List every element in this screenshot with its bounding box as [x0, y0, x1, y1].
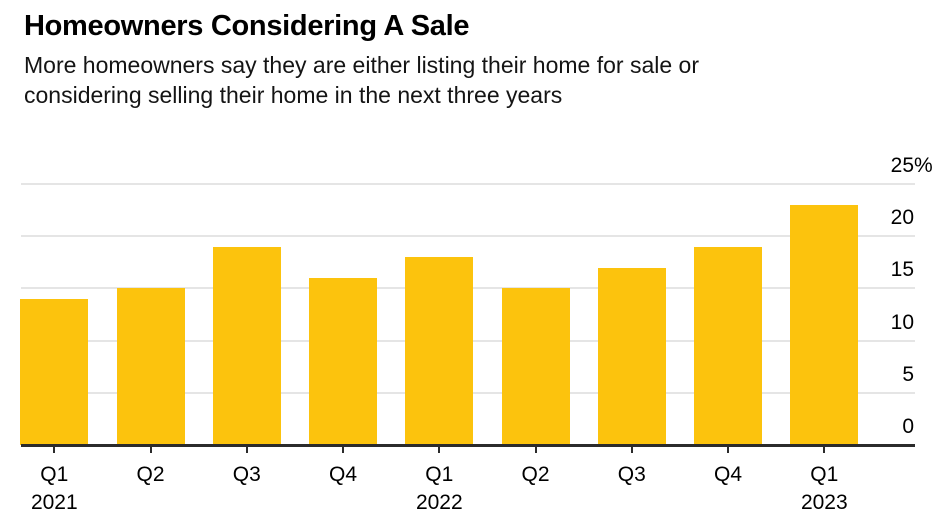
bar — [116, 288, 185, 445]
y-axis-tick-label: 5 — [902, 362, 914, 386]
y-axis-tick-label: 10 — [890, 310, 914, 334]
x-axis-quarter-label: Q2 — [521, 463, 550, 486]
chart-title: Homeowners Considering A Sale — [24, 10, 470, 42]
bar — [501, 288, 570, 445]
x-axis-tick — [438, 445, 441, 453]
y-axis-tick-label: 0 — [902, 415, 914, 438]
percent-sign: % — [914, 154, 933, 177]
y-axis-tick-label: 20 — [890, 206, 914, 230]
x-axis-tick — [630, 445, 633, 453]
x-axis-quarter-label: Q4 — [714, 463, 743, 486]
x-axis-tick — [727, 445, 730, 453]
bar — [597, 267, 666, 445]
x-axis-quarter-label: Q2 — [136, 463, 165, 486]
x-axis-year-label: 2022 — [415, 491, 463, 514]
y-axis-tick-label: 25% — [890, 154, 933, 177]
bar — [20, 298, 89, 445]
bar — [212, 246, 281, 445]
x-axis-quarter-label: Q3 — [232, 463, 261, 486]
x-axis-quarter-label: Q1 — [810, 463, 839, 486]
chart-subtitle: More homeowners say they are either list… — [24, 50, 699, 110]
x-axis-tick — [342, 445, 345, 453]
x-axis-year-label: 2021 — [30, 491, 78, 514]
x-axis-tick — [53, 445, 56, 453]
x-axis-quarter-label: Q3 — [617, 463, 646, 486]
x-axis-year-label: 2023 — [800, 491, 848, 514]
gridline — [21, 183, 915, 185]
x-axis-quarter-label: Q1 — [425, 463, 454, 486]
gridline — [21, 235, 915, 238]
bar — [405, 257, 474, 445]
x-axis-tick — [245, 445, 248, 453]
bar — [790, 204, 859, 445]
x-axis-quarter-label: Q4 — [329, 463, 358, 486]
x-axis-quarter-label: Q1 — [40, 463, 69, 486]
y-axis-tick-label: 15 — [890, 258, 914, 282]
x-axis-tick — [534, 445, 537, 453]
chart-subtitle-line-2: considering selling their home in the ne… — [24, 82, 563, 108]
x-axis-tick — [823, 445, 826, 453]
bar — [309, 277, 378, 445]
x-axis-tick — [149, 445, 152, 453]
x-axis-line — [21, 444, 915, 447]
chart-subtitle-line-1: More homeowners say they are either list… — [24, 52, 699, 78]
bar — [694, 246, 763, 445]
